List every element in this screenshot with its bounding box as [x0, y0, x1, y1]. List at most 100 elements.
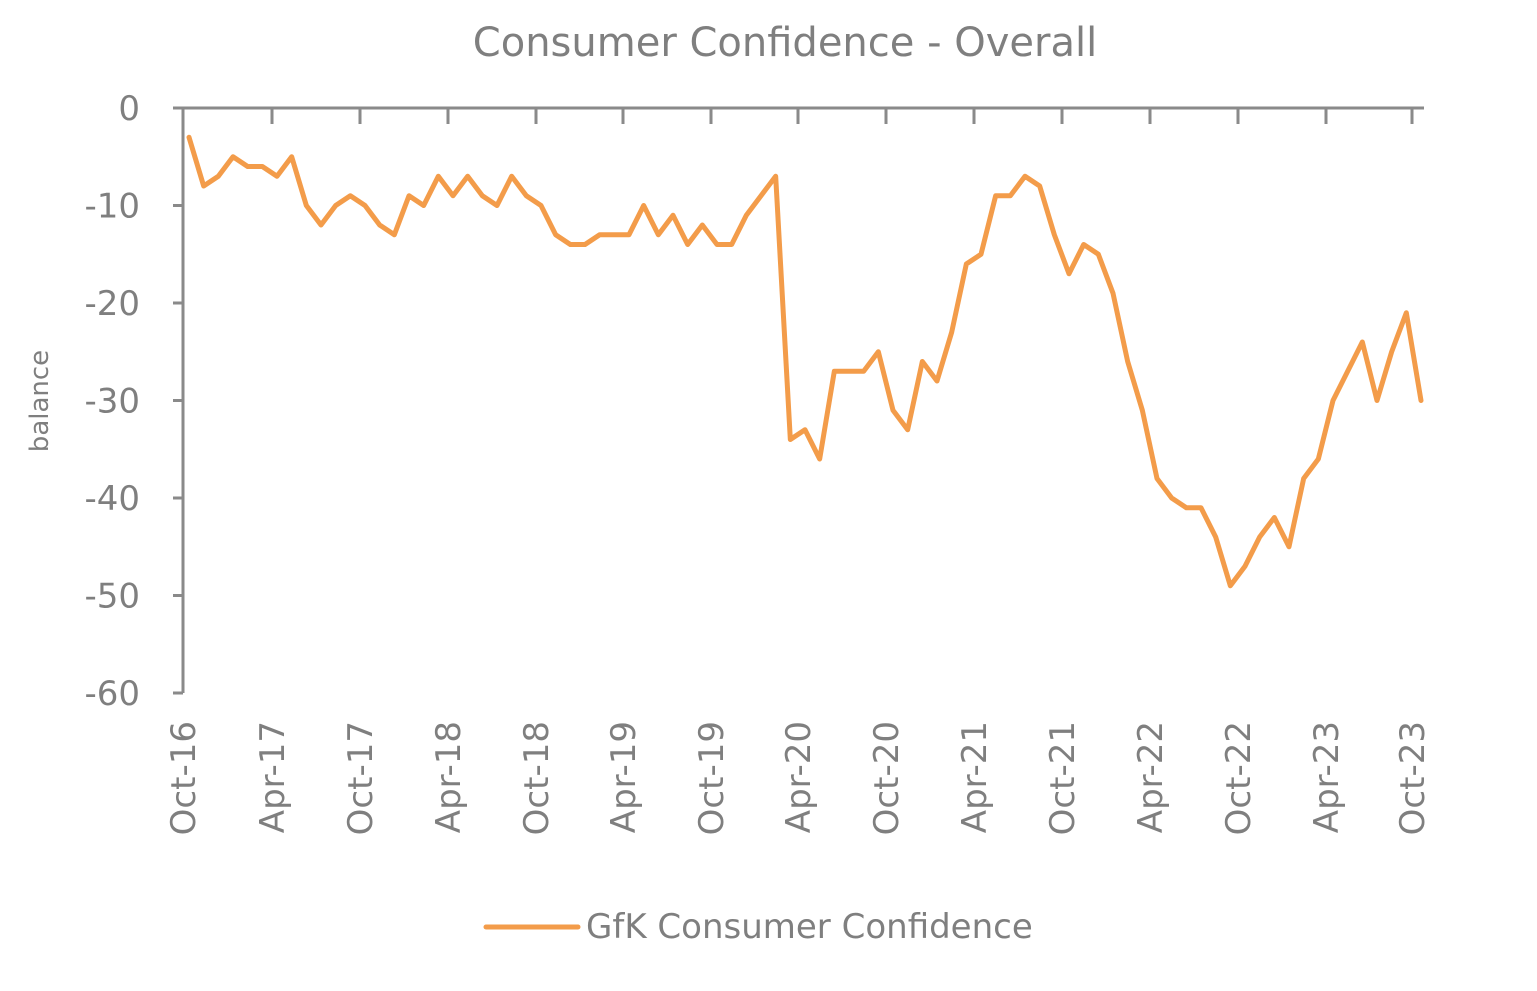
- series-data-point: [1228, 583, 1233, 588]
- series-data-point: [377, 223, 382, 227]
- chart-title: Consumer Confidence - Overall: [473, 20, 1097, 66]
- x-tick-label: Apr-19: [604, 721, 644, 833]
- y-tick-label: -50: [84, 577, 140, 617]
- series-data-point: [1140, 408, 1145, 413]
- series-data-point: [187, 135, 191, 140]
- series-data-point: [289, 154, 294, 159]
- series-data-point: [744, 213, 749, 218]
- x-tick-label: Apr-23: [1307, 721, 1347, 833]
- x-tick-label: Oct-21: [1043, 721, 1083, 835]
- series-data-point: [861, 369, 866, 374]
- series-data-point: [1345, 369, 1350, 374]
- series-data-point: [935, 379, 939, 383]
- series-data-point: [1360, 340, 1365, 344]
- series-data-point: [319, 223, 323, 227]
- series-data-point: [1213, 535, 1218, 539]
- x-tick-label: Apr-20: [779, 721, 819, 833]
- y-axis-label: balance: [25, 350, 55, 452]
- series-data-point: [700, 223, 705, 227]
- series-data-point: [612, 232, 617, 237]
- series-data-point: [641, 203, 646, 208]
- series-line-gfk-consumer-confidence: [186, 134, 1424, 589]
- x-tick-label: Oct-18: [517, 721, 557, 835]
- series-data-point: [201, 184, 206, 188]
- series-data-point: [275, 174, 279, 179]
- series-data-point: [333, 203, 338, 208]
- series-data-point: [1287, 544, 1291, 549]
- series-data-point: [260, 164, 265, 169]
- series-data-point: [1301, 476, 1306, 481]
- series-data-point: [392, 232, 397, 237]
- series-data-point: [1096, 252, 1101, 257]
- series-data-point: [671, 213, 675, 218]
- series-data-point: [1052, 232, 1057, 237]
- x-tick-label: Oct-20: [867, 721, 907, 835]
- series-data-point: [1067, 271, 1071, 276]
- series-data-point: [627, 232, 631, 237]
- y-tick-label: -10: [84, 187, 140, 227]
- x-tick-label: Apr-18: [429, 721, 469, 833]
- x-tick-label: Oct-19: [692, 721, 732, 835]
- series-data-point: [876, 349, 881, 354]
- series-data-point: [817, 457, 822, 461]
- series-data-point: [847, 369, 851, 374]
- series-data-point: [495, 203, 499, 208]
- series-data-point: [245, 164, 250, 169]
- legend: GfK Consumer Confidence: [483, 907, 1033, 947]
- series-data-point: [656, 232, 661, 237]
- series-data-point: [1243, 564, 1247, 569]
- plot-area: 0 -10 -20 -30 -40 -50 -60 Oct-16 Apr-17 Oct-17 Ap…: [84, 89, 1433, 835]
- y-tick-label: -20: [84, 284, 140, 324]
- y-axis-tick-labels: 0 -10 -20 -30 -40 -50 -60: [84, 89, 140, 714]
- series-data-point: [583, 242, 587, 247]
- series-data-point: [1023, 174, 1027, 179]
- y-tick-label: -40: [84, 479, 140, 519]
- series-data-point: [1184, 505, 1189, 510]
- series-data-point: [729, 242, 734, 247]
- x-tick-label: Apr-21: [955, 721, 995, 833]
- x-tick-label: Oct-22: [1219, 721, 1259, 835]
- series-data-point: [773, 174, 778, 179]
- series-data-point: [993, 193, 998, 198]
- series-data-point: [832, 369, 837, 374]
- series-data-point: [891, 408, 895, 413]
- series-data-point: [1272, 515, 1277, 520]
- series-data-point: [949, 330, 954, 335]
- series-data-point: [685, 242, 690, 247]
- series-data-point: [788, 437, 793, 442]
- series-data-point: [597, 232, 602, 237]
- series-data-point: [465, 174, 470, 179]
- y-tick-label: -30: [84, 382, 140, 422]
- series-data-point: [421, 203, 426, 208]
- series-data-point: [304, 203, 309, 208]
- series-data-point: [1155, 476, 1159, 481]
- series-data-point: [715, 242, 719, 247]
- series-data-point: [539, 203, 543, 208]
- series-data-point: [1125, 359, 1130, 364]
- series-data-point: [1199, 505, 1203, 510]
- series-points: [187, 135, 1423, 588]
- x-axis-ticks: [181, 108, 1414, 124]
- series-data-point: [1081, 242, 1086, 247]
- series-data-point: [1037, 184, 1042, 188]
- series-data-point: [905, 427, 910, 432]
- series-data-point: [1404, 310, 1409, 315]
- series-data-point: [1375, 398, 1379, 403]
- series-data-point: [553, 232, 558, 237]
- series-data-point: [363, 203, 367, 208]
- x-tick-label: Oct-16: [164, 721, 204, 835]
- series-data-point: [436, 174, 441, 179]
- series-data-point: [524, 193, 529, 198]
- series-data-point: [451, 193, 455, 198]
- series-data-point: [480, 193, 485, 198]
- series-data-point: [407, 193, 411, 198]
- legend-label: GfK Consumer Confidence: [586, 907, 1033, 947]
- x-tick-label: Oct-17: [341, 721, 381, 835]
- series-data-point: [348, 193, 353, 198]
- series-data-point: [216, 174, 221, 179]
- y-tick-label: 0: [118, 89, 140, 129]
- series-data-point: [1008, 193, 1013, 198]
- y-axis-ticks: [173, 106, 183, 695]
